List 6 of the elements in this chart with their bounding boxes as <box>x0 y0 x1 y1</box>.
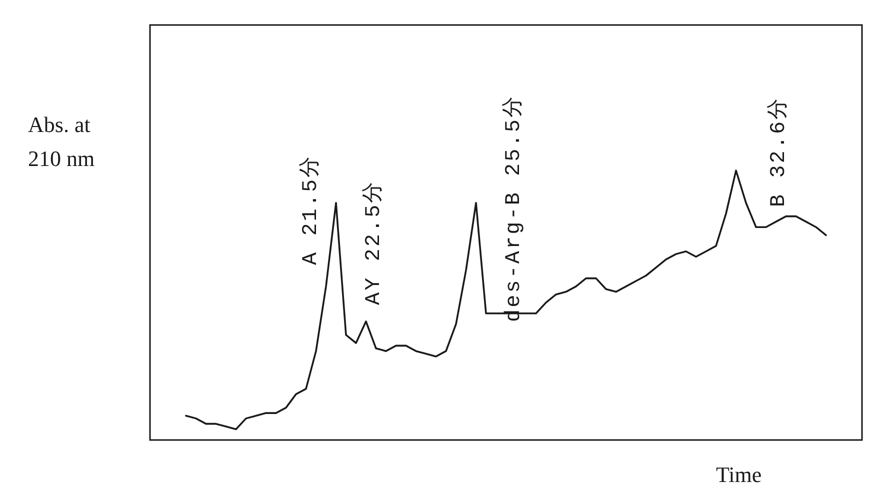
annotation: A 21.5分 <box>300 154 323 265</box>
annotation: des-Arg-B 25.5分 <box>503 94 526 322</box>
xlabel: Time <box>716 462 762 488</box>
annotation: AY 22.5分 <box>363 180 386 305</box>
ylabel: Abs. at 210 nm <box>28 111 96 173</box>
annotation: B 32.6分 <box>768 96 791 207</box>
